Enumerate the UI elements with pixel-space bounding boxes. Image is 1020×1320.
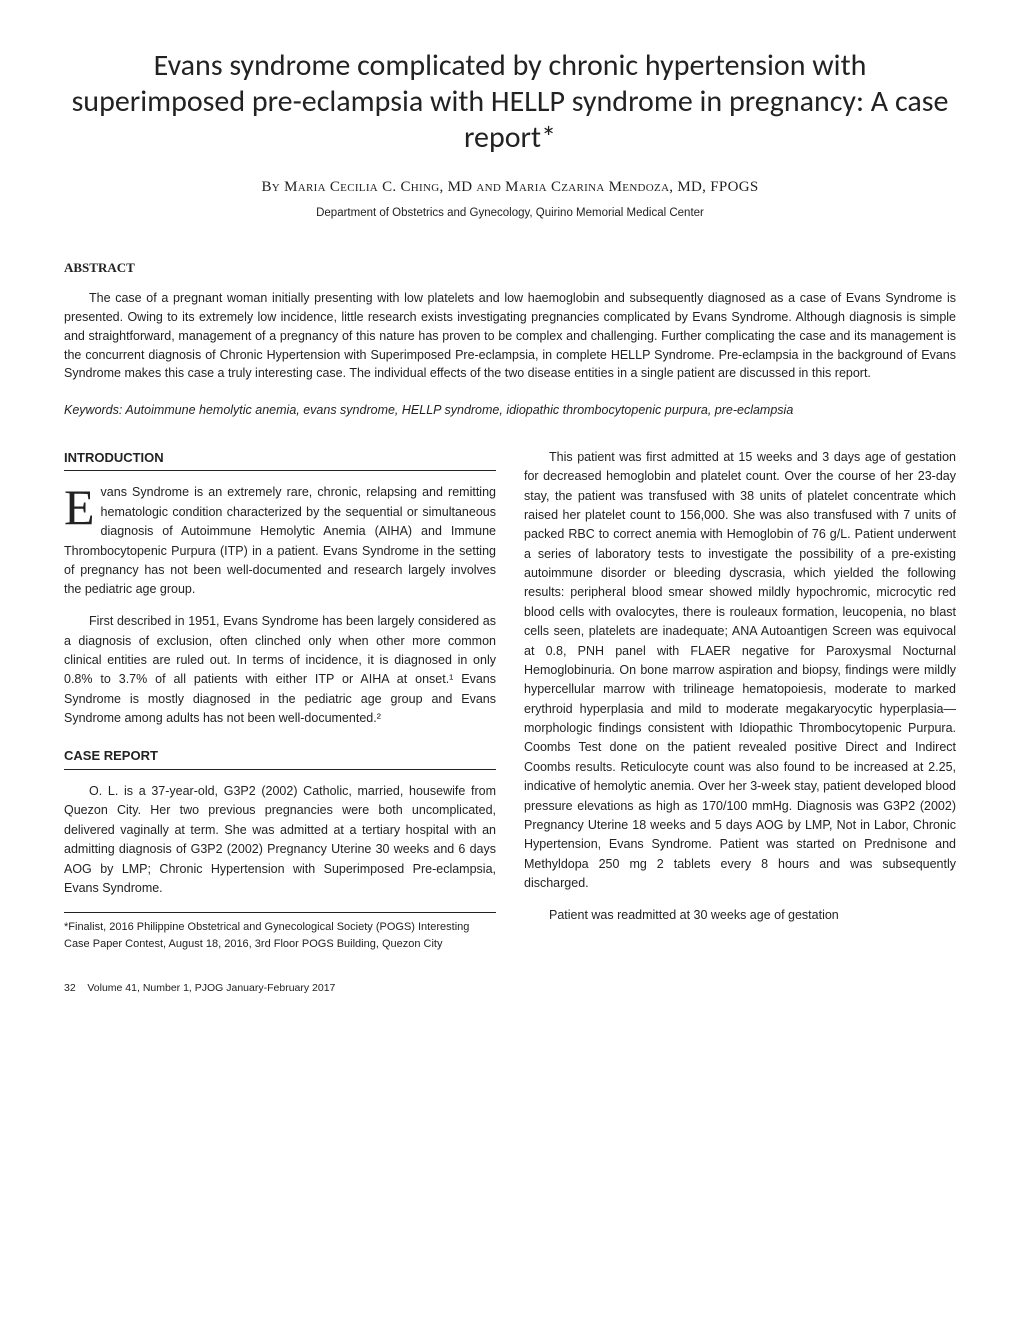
abstract-text: The case of a pregnant woman initially p… xyxy=(64,289,956,383)
case-report-rule xyxy=(64,769,496,770)
intro-paragraph-2: First described in 1951, Evans Syndrome … xyxy=(64,612,496,728)
footnote-text: *Finalist, 2016 Philippine Obstetrical a… xyxy=(64,919,496,953)
two-column-body: INTRODUCTION Evans Syndrome is an extrem… xyxy=(64,448,956,954)
page-title: Evans syndrome complicated by chronic hy… xyxy=(64,48,956,156)
footer-text: Volume 41, Number 1, PJOG January-Februa… xyxy=(87,982,335,994)
column2-paragraph-2: Patient was readmitted at 30 weeks age o… xyxy=(524,906,956,925)
column2-paragraph-1: This patient was first admitted at 15 we… xyxy=(524,448,956,894)
abstract-heading: ABSTRACT xyxy=(64,258,956,278)
footnote-rule xyxy=(64,912,496,913)
keywords: Keywords: Autoimmune hemolytic anemia, e… xyxy=(64,401,956,420)
page-number: 32 xyxy=(64,982,76,994)
case-report-heading: CASE REPORT xyxy=(64,746,496,766)
page-footer: 32 Volume 41, Number 1, PJOG January-Feb… xyxy=(64,981,956,997)
authors-line: By Maria Cecilia C. Ching, MD and Maria … xyxy=(64,176,956,199)
introduction-heading: INTRODUCTION xyxy=(64,448,496,468)
intro-paragraph-1: Evans Syndrome is an extremely rare, chr… xyxy=(64,483,496,599)
introduction-rule xyxy=(64,470,496,471)
affiliation-line: Department of Obstetrics and Gynecology,… xyxy=(64,205,956,222)
case-paragraph-1: O. L. is a 37-year-old, G3P2 (2002) Cath… xyxy=(64,782,496,898)
